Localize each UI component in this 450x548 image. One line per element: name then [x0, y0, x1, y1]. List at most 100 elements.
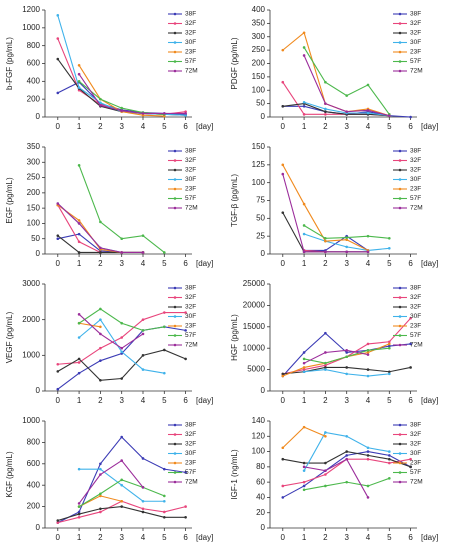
x-tick-label: 6	[408, 396, 413, 405]
point	[388, 237, 391, 240]
x-tick-label: 4	[366, 122, 371, 131]
point	[163, 114, 166, 118]
point	[366, 457, 370, 461]
legend-label: 38F	[410, 11, 421, 18]
legend-marker	[398, 324, 402, 328]
point	[302, 250, 306, 254]
point	[302, 351, 306, 354]
x-axis-label: [day]	[196, 122, 213, 131]
legend-marker	[173, 178, 177, 181]
x-tick-label: 3	[119, 259, 124, 268]
legend-label: 32F	[185, 30, 196, 37]
x-tick-label: 5	[387, 122, 392, 131]
legend-marker	[173, 69, 177, 73]
x-tick-label: 2	[98, 396, 103, 405]
legend-marker	[398, 480, 402, 484]
point	[388, 246, 391, 250]
point	[99, 97, 102, 101]
x-tick-label: 1	[302, 396, 307, 405]
point	[345, 366, 348, 369]
point	[163, 371, 166, 375]
legend-label: 38F	[185, 148, 196, 155]
x-tick-label: 4	[141, 259, 146, 268]
series-line	[57, 38, 186, 115]
point	[141, 354, 145, 357]
point	[184, 505, 187, 508]
point	[281, 211, 285, 214]
y-tick-label: 15000	[243, 322, 266, 331]
point	[163, 494, 166, 498]
legend-label: 38F	[410, 285, 421, 292]
point	[302, 357, 306, 361]
y-tick-label: 0	[36, 112, 41, 121]
point	[366, 450, 370, 453]
x-tick-label: 3	[119, 396, 124, 405]
legend-label: 23F	[185, 460, 196, 467]
legend-marker	[398, 442, 402, 446]
x-tick-label: 1	[77, 533, 82, 542]
point	[281, 457, 285, 461]
x-tick-label: 4	[366, 533, 371, 542]
x-tick-label: 0	[56, 122, 61, 131]
legend-marker	[398, 187, 402, 191]
y-tick-label: 600	[27, 59, 41, 68]
point	[366, 234, 370, 238]
legend-marker	[173, 41, 177, 44]
y-tick-label: 0	[261, 523, 266, 532]
legend-marker	[398, 60, 402, 63]
point	[345, 94, 348, 97]
legend-label: 30F	[410, 176, 421, 183]
legend-marker	[398, 343, 402, 347]
point	[141, 368, 145, 371]
point	[345, 245, 348, 249]
y-tick-label: 10000	[243, 343, 266, 352]
legend-marker	[398, 41, 402, 44]
point	[77, 72, 81, 76]
legend-marker	[173, 315, 177, 318]
point	[99, 473, 102, 476]
point	[345, 450, 348, 453]
legend-marker	[398, 178, 402, 181]
series-line	[57, 326, 186, 390]
legend-label: 38F	[185, 285, 196, 292]
series-line	[303, 349, 369, 364]
legend-marker	[398, 423, 402, 427]
legend-label: 32F	[185, 20, 196, 27]
point	[388, 450, 391, 453]
legend-label: 30F	[410, 313, 421, 320]
legend-marker	[173, 324, 177, 328]
point	[77, 357, 81, 361]
point	[99, 251, 102, 254]
legend-label: 32F	[185, 157, 196, 164]
point	[77, 313, 81, 316]
point	[77, 86, 81, 89]
y-tick-label: 200	[252, 59, 266, 68]
y-axis-label: KGF (pg/mL)	[5, 451, 14, 498]
legend-marker	[398, 296, 402, 299]
point	[56, 362, 60, 366]
legend-label: 57F	[410, 195, 421, 202]
point	[163, 112, 166, 115]
y-tick-label: 150	[27, 203, 41, 212]
y-tick-label: 40	[256, 493, 265, 502]
point	[388, 477, 391, 480]
legend-label: 30F	[185, 176, 196, 183]
point	[281, 374, 285, 378]
x-tick-label: 6	[408, 122, 413, 131]
x-tick-label: 6	[183, 533, 188, 542]
point	[99, 494, 102, 498]
y-tick-label: 50	[256, 99, 265, 108]
x-tick-label: 0	[281, 533, 286, 542]
point	[366, 368, 370, 371]
legend-marker	[398, 334, 402, 337]
series-line	[303, 477, 390, 491]
series-line	[282, 31, 390, 117]
x-tick-label: 4	[366, 259, 371, 268]
point	[99, 246, 102, 250]
legend-marker	[173, 471, 177, 474]
point	[141, 113, 145, 117]
point	[324, 250, 327, 254]
y-axis-label: VEGF (pg/mL)	[5, 311, 14, 363]
y-tick-label: 150	[252, 72, 266, 81]
